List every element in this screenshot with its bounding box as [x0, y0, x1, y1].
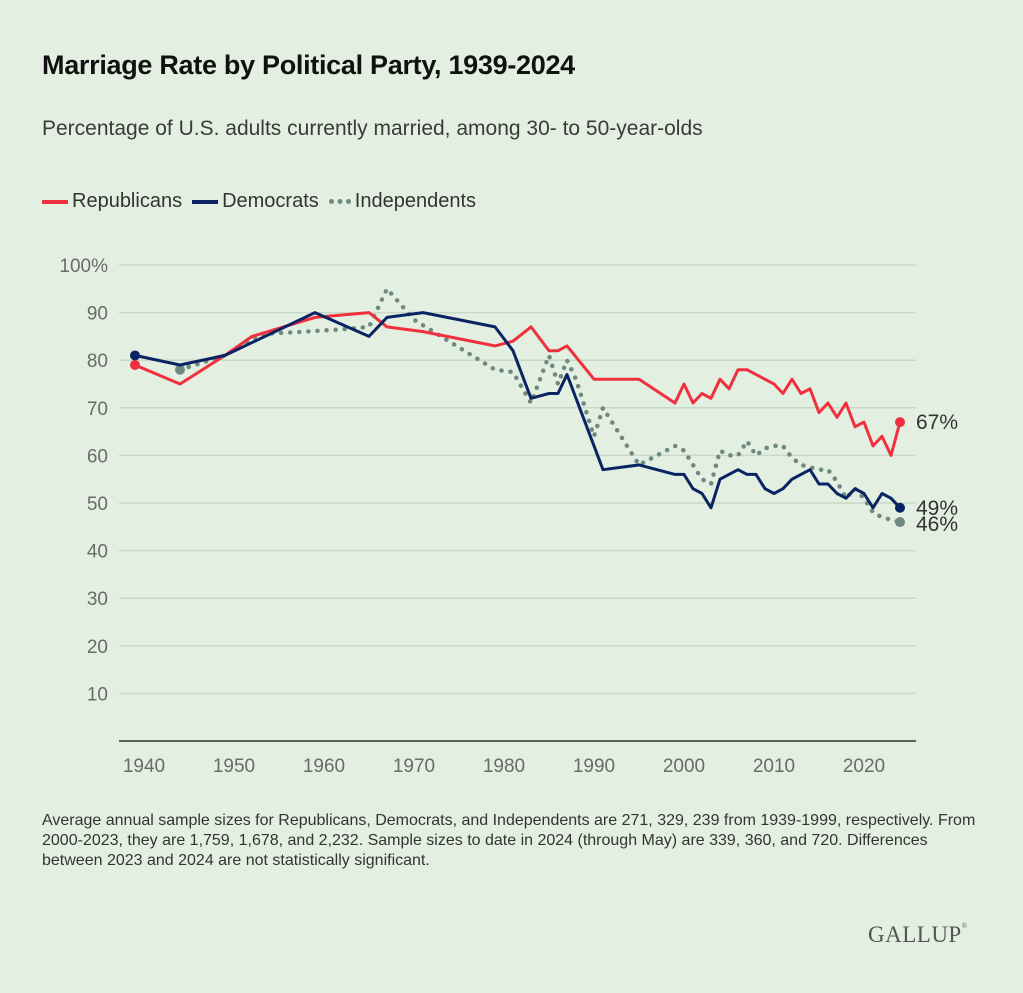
x-axis-ticks: 1940 1950 1960 1970 1980 1990 2000 2010 2020	[123, 756, 885, 777]
series-lines	[130, 286, 905, 528]
democrats-swatch-icon	[192, 199, 219, 204]
y-tick-label: 10	[87, 684, 108, 705]
x-tick-label: 1980	[483, 756, 525, 777]
legend-item-independents: Independents	[328, 190, 477, 213]
democrats-end-label: 49%	[916, 497, 958, 520]
democrats-start-point	[130, 350, 140, 361]
republicans-start-point	[130, 359, 140, 370]
republicans-end-point	[895, 417, 905, 428]
x-tick-label: 1960	[303, 756, 345, 777]
y-tick-label: 50	[87, 494, 108, 515]
y-tick-label: 80	[87, 351, 108, 372]
chart-subtitle: Percentage of U.S. adults currently marr…	[42, 117, 703, 140]
x-tick-label: 2000	[663, 756, 705, 777]
gridlines	[119, 264, 916, 695]
y-tick-label: 30	[87, 589, 108, 610]
legend-label-democrats: Democrats	[222, 190, 319, 212]
democrats-end-point	[895, 502, 905, 513]
gallup-logo: GALLUP®	[868, 922, 968, 948]
x-tick-label: 2020	[843, 756, 885, 777]
y-tick-label: 70	[87, 399, 108, 420]
republicans-swatch-icon	[42, 199, 68, 204]
brand-name: GALLUP	[868, 922, 962, 947]
legend-item-democrats: Democrats	[192, 190, 319, 213]
republicans-end-label: 67%	[916, 411, 958, 434]
legend-label-independents: Independents	[354, 190, 477, 212]
x-tick-label: 1950	[213, 756, 255, 777]
independents-end-point	[895, 517, 905, 528]
y-tick-label: 100%	[59, 256, 108, 277]
independents-start-point	[175, 364, 185, 375]
x-tick-label: 1970	[393, 756, 435, 777]
independents-line	[177, 286, 903, 525]
chart-title: Marriage Rate by Political Party, 1939-2…	[42, 50, 575, 80]
democrats-line	[133, 311, 902, 510]
registered-mark: ®	[961, 922, 968, 930]
end-labels: 46% 67% 49%	[916, 411, 958, 536]
footnote: Average annual sample sizes for Republic…	[42, 812, 976, 869]
independents-swatch-icon	[328, 199, 351, 204]
independents-end-label: 46%	[916, 513, 958, 536]
y-tick-label: 90	[87, 304, 108, 325]
x-tick-label: 1940	[123, 756, 165, 777]
y-tick-label: 40	[87, 542, 108, 563]
republicans-line	[133, 311, 902, 457]
x-tick-label: 1990	[573, 756, 615, 777]
y-tick-label: 60	[87, 446, 108, 467]
x-tick-label: 2010	[753, 756, 795, 777]
legend: Republicans Democrats Independents	[42, 190, 486, 213]
y-tick-label: 20	[87, 637, 108, 658]
legend-label-republicans: Republicans	[72, 190, 183, 212]
legend-item-republicans: Republicans	[42, 190, 182, 213]
y-axis-ticks: 10 20 30 40 50 60 70 80 90 100%	[59, 256, 108, 705]
